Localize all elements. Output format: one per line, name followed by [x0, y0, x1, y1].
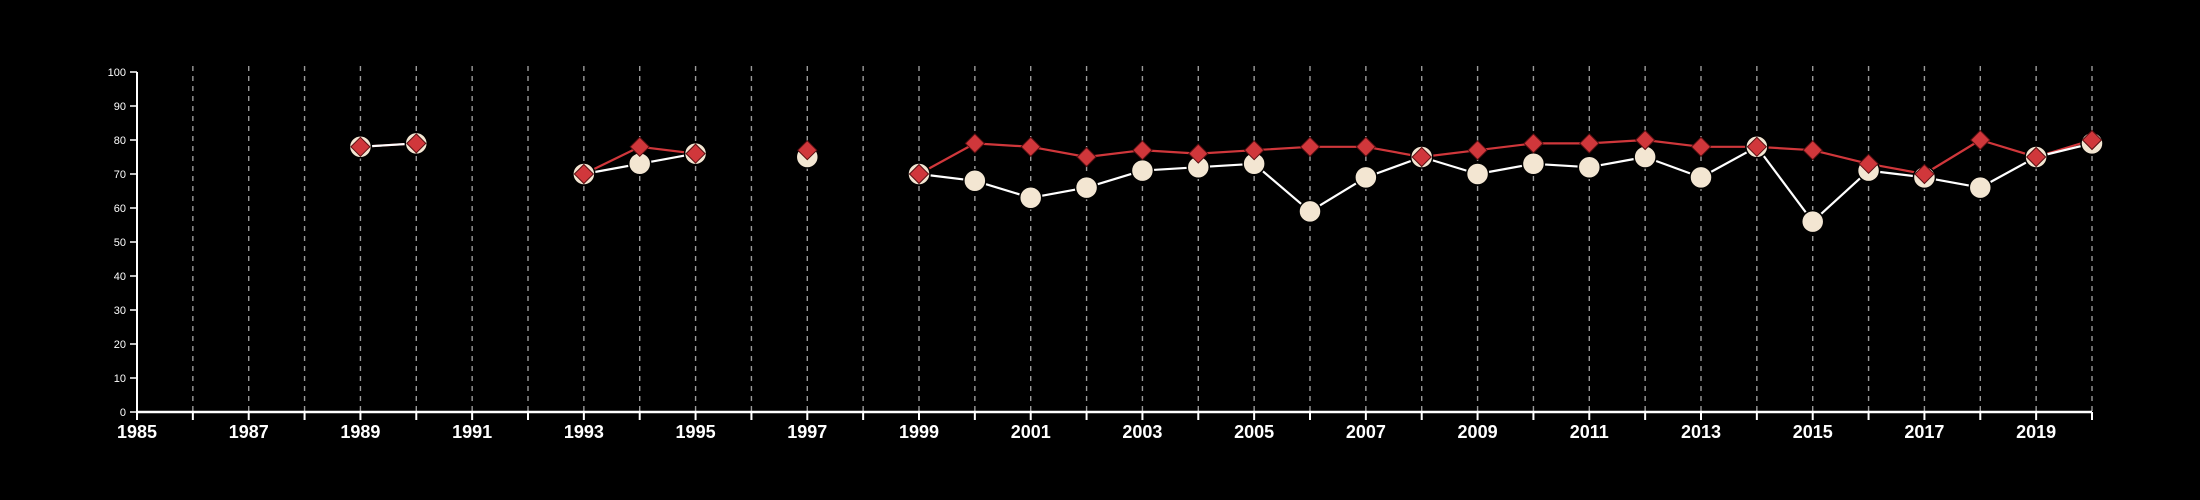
circle-marker	[1689, 165, 1713, 190]
x-tick-label: 2005	[1234, 422, 1274, 442]
circle-marker	[1465, 162, 1490, 186]
x-tick-label: 1989	[340, 422, 380, 442]
circle-marker	[1130, 158, 1155, 183]
x-tick-label: 1991	[452, 422, 492, 442]
diamond-marker	[1132, 139, 1153, 161]
x-tick-label: 2001	[1011, 422, 1051, 442]
diamond-marker	[573, 163, 595, 185]
x-tick-label: 1985	[117, 422, 157, 442]
diamond-marker	[797, 139, 818, 161]
diamond-marker	[1355, 136, 1377, 158]
y-tick-label: 90	[114, 101, 126, 113]
diamond-marker	[1746, 136, 1768, 158]
y-tick-label: 10	[114, 373, 126, 385]
diamond-marker	[1858, 153, 1879, 175]
axes: 0 10 20 30 40 50 60 70 80 90 100 1985 1987 1989 1991 19…	[108, 67, 2093, 442]
x-tick-label: 1997	[787, 422, 827, 442]
diamond-marker	[1467, 139, 1488, 161]
series-1-line	[918, 138, 2093, 176]
y-tick-label: 40	[114, 271, 126, 283]
x-tick-label: 2019	[2016, 422, 2056, 442]
diamond-marker	[1970, 129, 1991, 151]
series-layer	[348, 129, 2104, 234]
y-tick-label: 50	[114, 237, 126, 249]
diamond-marker	[1579, 133, 1600, 154]
diamond-marker	[1523, 133, 1544, 154]
circle-marker	[1354, 165, 1378, 190]
x-tick-label: 2009	[1458, 422, 1498, 442]
diamond-marker	[1411, 146, 1432, 168]
y-tick-label: 70	[114, 169, 126, 181]
x-tick-label: 2013	[1681, 422, 1721, 442]
x-tick-label: 1987	[229, 422, 269, 442]
y-tick-label: 0	[120, 407, 126, 419]
circle-marker	[1018, 186, 1043, 210]
x-tick-label: 2011	[1570, 422, 1609, 442]
diamond-marker	[2025, 146, 2047, 168]
circle-marker	[1521, 152, 1546, 176]
diamond-marker	[964, 133, 986, 154]
diamond-marker	[1243, 139, 1265, 161]
y-tick-label: 60	[114, 203, 126, 215]
y-tick-label: 30	[114, 305, 126, 317]
diamond-marker	[629, 136, 650, 158]
diamond-marker	[1634, 129, 1656, 151]
x-tick-label: 2003	[1122, 422, 1162, 442]
y-tick-label: 20	[114, 339, 126, 351]
diamond-marker	[1076, 146, 1097, 168]
diamond-marker	[1690, 136, 1712, 158]
diamond-marker	[350, 136, 371, 158]
diamond-marker	[908, 163, 930, 185]
x-tick-label: 2015	[1793, 422, 1833, 442]
circle-marker	[1800, 209, 1825, 234]
y-tick-label: 100	[108, 67, 126, 79]
circle-marker	[963, 169, 987, 193]
diamond-marker	[1299, 136, 1321, 158]
diamond-marker	[406, 133, 427, 154]
circle-marker	[1298, 199, 1322, 224]
x-tick-label: 1993	[564, 422, 604, 442]
series-0-line	[918, 142, 2093, 223]
diamond-marker	[1802, 139, 1823, 161]
diamond-marker	[685, 143, 706, 164]
x-tick-label: 1999	[899, 422, 939, 442]
diamond-marker	[1020, 136, 1041, 158]
x-tick-label: 2007	[1346, 422, 1386, 442]
circle-marker	[1968, 175, 1993, 200]
circle-marker	[1074, 175, 1099, 200]
grid	[192, 66, 2093, 412]
y-tick-label: 80	[114, 135, 126, 147]
x-tick-label: 2017	[1904, 422, 1944, 442]
diamond-marker	[1914, 163, 1935, 185]
diamond-marker	[2081, 129, 2103, 151]
x-tick-label: 1995	[676, 422, 716, 442]
circle-marker	[1577, 155, 1602, 179]
diamond-marker	[1188, 143, 1209, 164]
